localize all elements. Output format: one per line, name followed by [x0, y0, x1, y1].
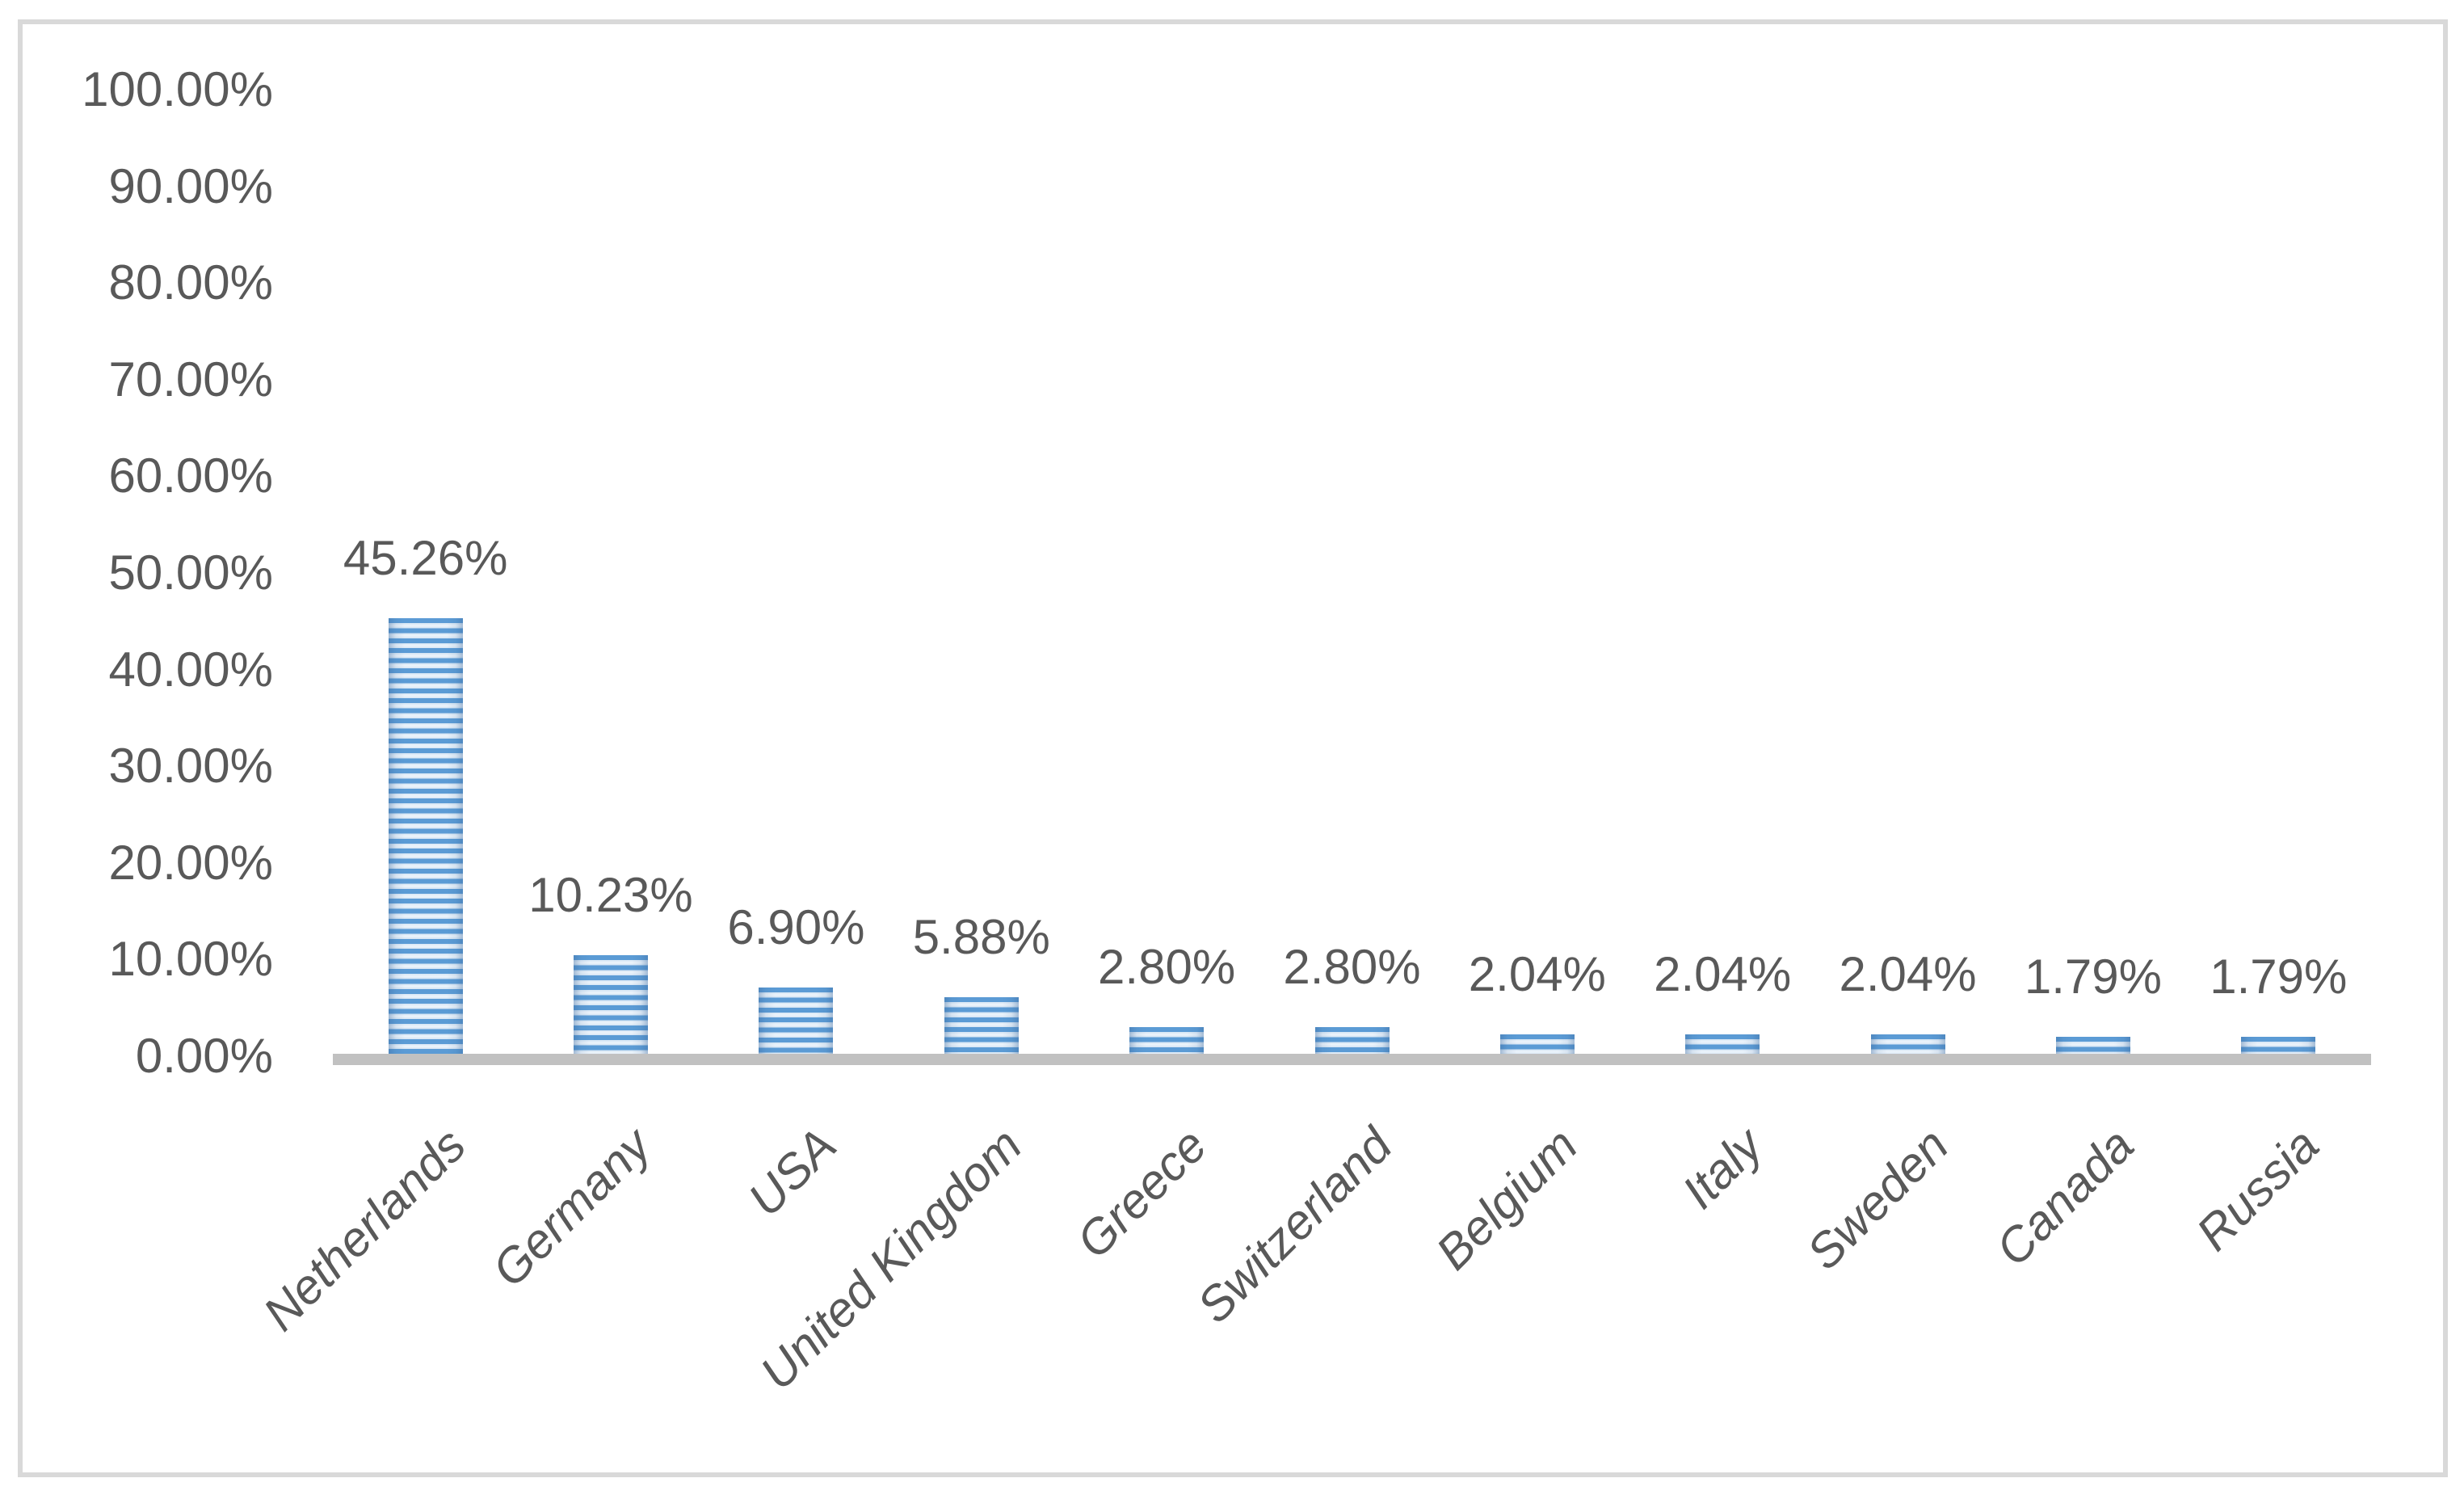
value-label: 1.79%	[2210, 949, 2348, 1004]
bar	[759, 987, 834, 1054]
y-axis-tick: 70.00%	[108, 352, 274, 406]
value-label: 2.80%	[1283, 939, 1421, 994]
value-label: 2.04%	[1468, 946, 1606, 1001]
value-label: 10.23%	[528, 868, 693, 923]
y-axis-tick: 100.00%	[82, 62, 273, 116]
y-axis-tick: 80.00%	[108, 255, 274, 310]
bar	[574, 955, 649, 1054]
bar	[1870, 1034, 1945, 1054]
bar	[1129, 1026, 1205, 1054]
y-axis-tick: 90.00%	[108, 158, 274, 213]
value-label: 1.79%	[2024, 949, 2163, 1004]
y-axis-tick: 40.00%	[108, 642, 274, 697]
y-axis-tick: 0.00%	[135, 1029, 273, 1083]
bar	[2241, 1036, 2316, 1054]
bar	[1499, 1034, 1575, 1054]
x-axis-line	[333, 1054, 2371, 1065]
y-axis-tick: 10.00%	[108, 932, 274, 987]
value-label: 2.80%	[1098, 939, 1236, 994]
bar	[1685, 1034, 1760, 1054]
value-label: 2.04%	[1839, 946, 1977, 1001]
y-axis-tick: 20.00%	[108, 835, 274, 890]
value-label: 6.90%	[727, 899, 865, 954]
y-axis-tick: 50.00%	[108, 545, 274, 600]
bar	[388, 618, 463, 1054]
bar	[1314, 1026, 1390, 1054]
bar	[944, 997, 1019, 1054]
value-label: 45.26%	[343, 531, 508, 586]
value-label: 5.88%	[912, 910, 1050, 965]
bar	[2055, 1036, 2130, 1054]
y-axis-tick: 30.00%	[108, 739, 274, 794]
y-axis-tick: 60.00%	[108, 448, 274, 503]
value-label: 2.04%	[1654, 946, 1792, 1001]
